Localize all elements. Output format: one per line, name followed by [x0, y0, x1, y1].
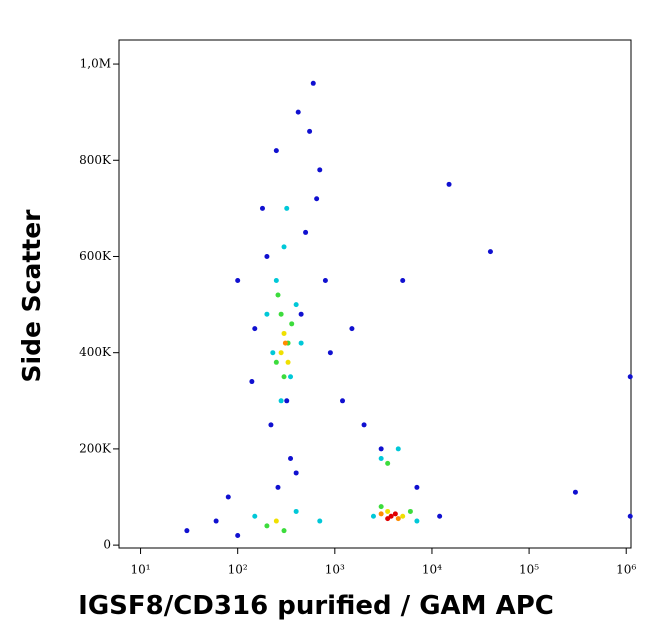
- point: [314, 196, 320, 202]
- point: [249, 379, 255, 385]
- point: [275, 484, 281, 490]
- y-tick-label: 200K: [79, 441, 112, 455]
- point: [378, 511, 384, 517]
- point: [392, 511, 398, 517]
- point: [289, 321, 295, 327]
- y-tick-label: 800K: [79, 153, 112, 167]
- point: [273, 359, 279, 365]
- x-tick-label: 10⁴: [422, 563, 442, 577]
- point: [270, 350, 276, 356]
- x-axis-label: IGSF8/CD316 purified / GAM APC: [78, 591, 554, 621]
- point: [273, 278, 279, 284]
- point: [385, 460, 391, 466]
- point: [395, 516, 401, 522]
- point: [627, 513, 633, 519]
- point: [264, 523, 270, 529]
- point: [252, 326, 258, 332]
- point: [378, 504, 384, 510]
- x-tick-label: 10³: [325, 563, 345, 577]
- point: [414, 484, 420, 490]
- point: [395, 446, 401, 452]
- point: [298, 340, 304, 346]
- point: [285, 359, 291, 365]
- point: [361, 422, 367, 428]
- y-tick-label: 0: [103, 538, 111, 552]
- point: [235, 532, 241, 538]
- point: [446, 181, 452, 187]
- point: [385, 516, 391, 522]
- point: [385, 508, 391, 514]
- point: [295, 109, 301, 115]
- point: [284, 205, 290, 211]
- point: [281, 330, 287, 336]
- point: [414, 518, 420, 524]
- point: [437, 513, 443, 519]
- point: [252, 513, 258, 519]
- point: [317, 167, 323, 173]
- point: [322, 278, 328, 284]
- point: [288, 456, 294, 462]
- point: [407, 508, 413, 514]
- point: [281, 244, 287, 250]
- point: [378, 446, 384, 452]
- y-axis-label: Side Scatter: [17, 209, 46, 383]
- point: [288, 374, 294, 380]
- y-tick-label: 600K: [79, 249, 112, 263]
- point: [281, 528, 287, 534]
- point: [388, 513, 394, 519]
- point: [264, 311, 270, 317]
- point: [278, 350, 284, 356]
- point: [213, 518, 219, 524]
- point: [282, 340, 288, 346]
- x-tick-label: 10²: [228, 563, 248, 577]
- plot-frame: [118, 39, 632, 549]
- point: [572, 489, 578, 495]
- point: [281, 374, 287, 380]
- point: [307, 128, 313, 134]
- point: [487, 249, 493, 255]
- point: [273, 518, 279, 524]
- y-tick-label: 1,0M: [80, 57, 111, 71]
- point: [400, 278, 406, 284]
- point: [370, 513, 376, 519]
- point: [259, 205, 265, 211]
- point: [293, 470, 299, 476]
- point: [264, 253, 270, 259]
- point: [278, 311, 284, 317]
- point: [184, 528, 190, 534]
- point: [327, 350, 333, 356]
- point: [225, 494, 231, 500]
- point: [273, 148, 279, 154]
- point: [317, 518, 323, 524]
- point: [400, 513, 406, 519]
- point: [349, 326, 355, 332]
- point: [293, 302, 299, 308]
- point: [303, 229, 309, 235]
- x-tick-label: 10⁶: [616, 563, 636, 577]
- point: [278, 398, 284, 404]
- x-tick-label: 10¹: [131, 563, 151, 577]
- point: [627, 374, 633, 380]
- point: [275, 292, 281, 298]
- y-tick-label: 400K: [79, 345, 112, 359]
- point: [284, 398, 290, 404]
- point: [340, 398, 346, 404]
- point: [298, 311, 304, 317]
- x-tick-label: 10⁵: [519, 563, 539, 577]
- point: [293, 508, 299, 514]
- point: [378, 456, 384, 462]
- point: [268, 422, 274, 428]
- point: [310, 80, 316, 86]
- point: [235, 278, 241, 284]
